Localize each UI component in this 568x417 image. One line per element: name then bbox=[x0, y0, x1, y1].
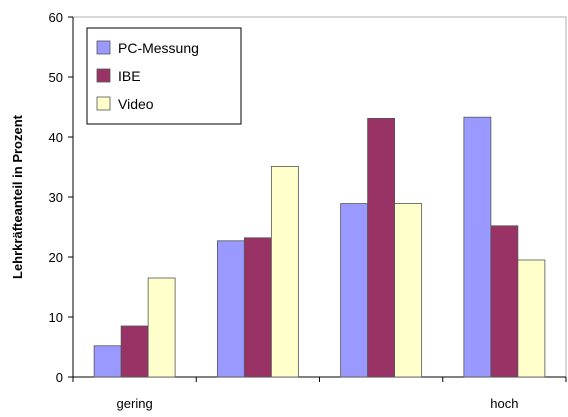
x-tick-label: gering bbox=[117, 396, 153, 411]
legend-label: Video bbox=[118, 96, 154, 112]
y-tick-label: 10 bbox=[49, 310, 63, 325]
x-tick-label: hoch bbox=[490, 396, 518, 411]
bar-ibe bbox=[120, 325, 149, 378]
bar-video bbox=[517, 259, 546, 378]
y-tick-label: 0 bbox=[56, 370, 63, 385]
y-tick-label: 30 bbox=[49, 190, 63, 205]
y-tick-label: 50 bbox=[49, 70, 63, 85]
legend-swatch bbox=[96, 68, 111, 83]
bar-ibe bbox=[367, 118, 396, 378]
y-axis-title: Lehrkräfteanteil in Prozent bbox=[10, 114, 25, 279]
bar-video bbox=[394, 203, 423, 378]
bar-pc-messung bbox=[216, 240, 245, 378]
bar-video bbox=[147, 277, 176, 378]
bar-ibe bbox=[490, 225, 519, 378]
bar-ibe bbox=[243, 237, 272, 378]
legend-swatch bbox=[96, 96, 111, 111]
bar-pc-messung bbox=[340, 203, 369, 378]
bar-pc-messung bbox=[93, 345, 122, 378]
legend-swatch bbox=[96, 40, 111, 55]
y-tick-label: 20 bbox=[49, 250, 63, 265]
legend-label: IBE bbox=[118, 68, 141, 84]
bar-pc-messung bbox=[463, 116, 492, 378]
legend-box bbox=[86, 27, 242, 125]
bar-video bbox=[270, 165, 299, 378]
legend-label: PC-Messung bbox=[118, 40, 199, 56]
y-tick-label: 40 bbox=[49, 130, 63, 145]
plot-frame bbox=[73, 16, 567, 377]
y-tick-label: 60 bbox=[49, 10, 63, 25]
